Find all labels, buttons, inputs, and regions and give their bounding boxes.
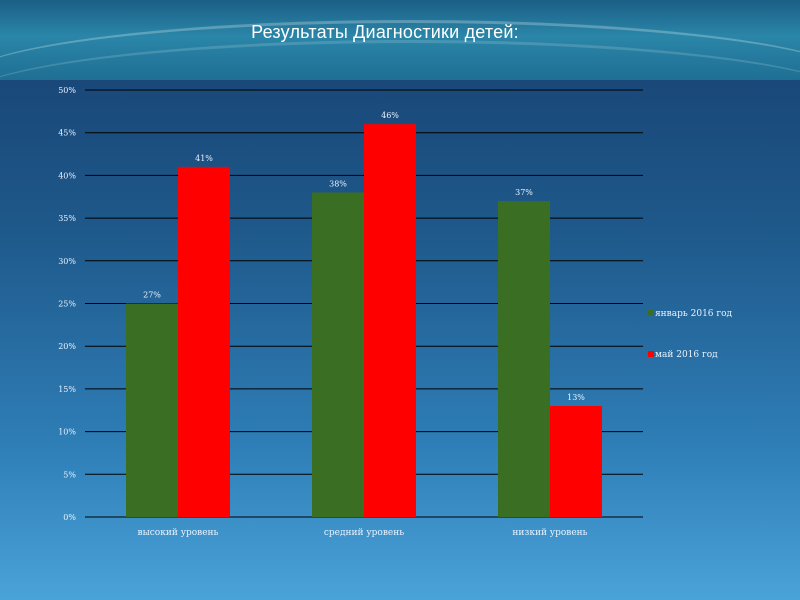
bar [312, 192, 364, 518]
y-tick-label: 45% [58, 129, 76, 138]
y-tick-label: 25% [58, 300, 76, 309]
legend-label: май 2016 год [655, 350, 718, 360]
y-tick-label: 30% [58, 257, 76, 266]
x-tick-label: низкий уровень [512, 528, 587, 538]
data-label: 41% [195, 154, 213, 163]
data-label: 46% [381, 111, 399, 120]
data-label: 13% [567, 393, 585, 402]
bar [178, 166, 230, 518]
bar [550, 405, 602, 517]
x-tick-label: средний уровень [324, 528, 404, 538]
header-wave-band [0, 0, 800, 80]
y-tick-label: 20% [58, 342, 76, 351]
y-tick-label: 40% [58, 171, 76, 180]
x-tick-label: высокий уровень [138, 528, 219, 538]
legend-swatch [648, 351, 654, 357]
legend-swatch [648, 310, 654, 316]
data-label: 38% [329, 179, 347, 188]
slide-title: Результаты Диагностики детей: [251, 22, 519, 42]
y-tick-label: 50% [58, 86, 76, 95]
y-tick-label: 5% [63, 470, 76, 479]
y-tick-label: 35% [58, 214, 76, 223]
legend-label: январь 2016 год [655, 309, 733, 319]
bar [364, 124, 416, 517]
y-tick-label: 0% [63, 513, 76, 522]
y-tick-label: 10% [58, 428, 76, 437]
bar [498, 201, 550, 517]
bar [126, 303, 178, 517]
y-tick-label: 15% [58, 385, 76, 394]
data-label: 37% [515, 188, 533, 197]
data-label: 27% [143, 291, 161, 300]
